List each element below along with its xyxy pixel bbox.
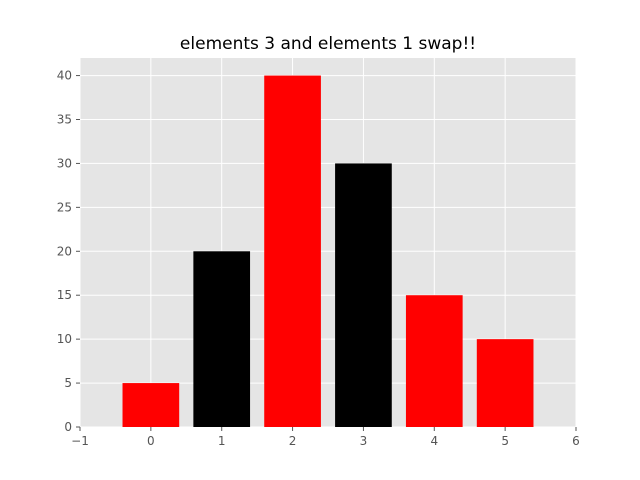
chart-title: elements 3 and elements 1 swap!! [180,34,476,54]
x-tick-label: 3 [360,434,368,448]
y-tick-label: 10 [57,332,72,346]
bar-5 [476,339,534,427]
y-axis: 0 5 10 15 20 25 30 35 40 [57,69,80,434]
y-tick-label: 0 [64,420,72,434]
bar-2 [264,75,321,428]
x-tick-label: 6 [572,434,580,448]
y-tick-label: 15 [57,288,72,302]
x-tick-label: 5 [501,434,509,448]
x-tick-label: −1 [71,434,89,448]
y-tick-label: 35 [57,113,72,127]
y-tick-label: 25 [57,200,72,214]
y-tick-label: 40 [57,69,72,83]
bar-3 [335,163,392,427]
bar-4 [405,295,463,427]
x-axis: −1 0 1 2 3 4 5 6 [71,427,580,448]
x-tick-label: 4 [430,434,438,448]
bar-0 [122,383,180,427]
bar-1 [193,251,251,427]
x-tick-label: 2 [289,434,297,448]
y-tick-label: 30 [57,156,72,170]
x-tick-label: 0 [147,434,155,448]
bars [122,75,534,428]
y-tick-label: 20 [57,244,72,258]
x-tick-label: 1 [218,434,226,448]
y-tick-label: 5 [64,376,72,390]
